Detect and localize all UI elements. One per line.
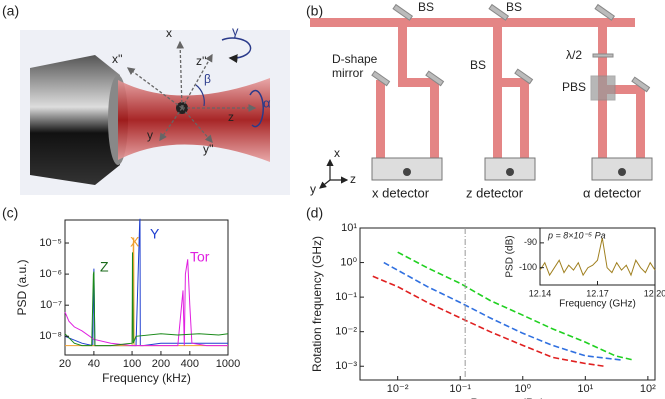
component-label: PBS <box>562 80 586 94</box>
angle-label: β <box>204 72 211 86</box>
y-tick-label: 10¹ <box>341 222 357 234</box>
x-tick-label: 12.14 <box>529 288 552 298</box>
x-axis-label: Frequency (kHz) <box>102 371 191 385</box>
axis-label: y'' <box>203 142 214 156</box>
peak-label: Z <box>100 259 109 275</box>
y-axis-label: PSD (dB) <box>505 235 516 277</box>
series-line <box>372 275 605 367</box>
x-axis-label: Frequency (GHz) <box>559 299 636 310</box>
x-tick-label: 1000 <box>216 358 240 370</box>
component-label: BS <box>506 0 522 14</box>
component-label: BS <box>470 58 486 72</box>
angle-label: α <box>263 95 271 110</box>
x-tick-label: 200 <box>152 358 170 370</box>
x-tick-label: 10⁻² <box>387 383 409 395</box>
x-tick-label: 10¹ <box>577 383 593 395</box>
y-tick-label: 10⁻¹ <box>335 291 357 303</box>
series-line <box>539 237 656 277</box>
peak-label: X <box>130 234 140 250</box>
panel-label: (b) <box>306 3 323 19</box>
component-label: λ/2 <box>566 48 582 62</box>
x-tick-label: 10⁰ <box>514 383 531 395</box>
annotation: p = 8×10⁻⁵ Pa <box>547 230 606 240</box>
axis-label: x <box>166 26 172 40</box>
axis-label: y <box>310 182 316 196</box>
x-tick-label: 40 <box>88 358 100 370</box>
y-tick-label: 10⁻² <box>335 326 357 338</box>
axis-label: z'' <box>196 54 207 68</box>
series-line <box>64 259 228 347</box>
plot-frame <box>539 227 656 286</box>
component-label: mirror <box>332 66 363 80</box>
y-tick-label: -90 <box>524 237 537 247</box>
axis-label: x <box>334 146 340 160</box>
axis-label: y <box>147 128 153 142</box>
peak-label: Y <box>150 226 160 242</box>
panel-label: (c) <box>2 205 18 221</box>
series-line <box>383 261 624 361</box>
panel-label: (d) <box>306 205 323 221</box>
y-tick-label: 10⁻⁵ <box>39 237 62 249</box>
diagram-a: x x'' z'' γ β y y'' z α <box>20 23 290 195</box>
y-tick-label: 10⁻⁶ <box>39 268 62 280</box>
peak-label: Tor <box>190 249 210 265</box>
detector-label: α detector <box>583 185 642 200</box>
x-tick-label: 10² <box>640 383 656 395</box>
objective <box>30 55 120 185</box>
y-axis-label: PSD (a.u.) <box>15 259 29 315</box>
detector-label: x detector <box>372 185 430 200</box>
component-label: D-shape <box>332 52 378 66</box>
x-tick-label: 12.20 <box>644 288 665 298</box>
axis-label: z <box>350 172 356 186</box>
axis-label: x'' <box>112 52 123 66</box>
x-tick-label: 12.17 <box>586 288 609 298</box>
series-line <box>397 251 635 361</box>
component-label: BS <box>418 0 434 14</box>
x-tick-label: 10⁻¹ <box>449 383 471 395</box>
panel-label: (a) <box>2 3 19 19</box>
axis-label: z <box>228 110 234 124</box>
y-tick-label: -100 <box>519 262 537 272</box>
series-line <box>64 252 229 347</box>
y-tick-label: 10⁻⁷ <box>40 299 62 311</box>
beam <box>118 78 270 162</box>
x-axis-label: Pressure (Pa) <box>470 396 544 399</box>
y-tick-label: 10⁰ <box>340 256 357 268</box>
y-axis-label: Rotation frequency (GHz) <box>310 236 324 372</box>
x-tick-label: 400 <box>181 358 199 370</box>
x-tick-label: 100 <box>123 358 141 370</box>
series-line <box>64 218 228 347</box>
y-tick-label: 10⁻⁸ <box>39 330 62 342</box>
x-tick-label: 20 <box>59 358 71 370</box>
detector-label: z detector <box>466 185 524 200</box>
diagram-b: BS BS BS D-shape mirror λ/2 PBS x y z x … <box>310 0 653 200</box>
y-tick-label: 10⁻³ <box>335 360 357 372</box>
angle-label: γ <box>232 23 239 38</box>
